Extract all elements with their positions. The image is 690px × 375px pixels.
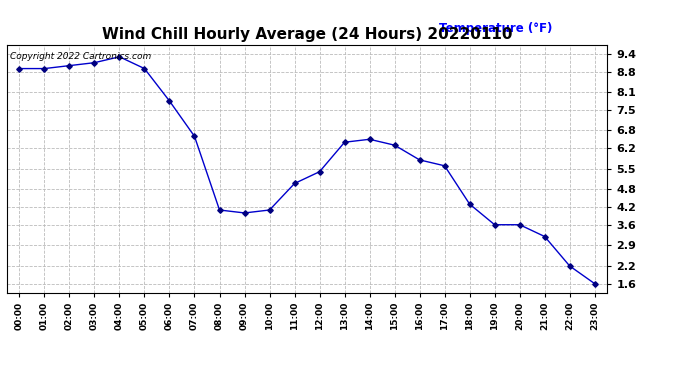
Text: Copyright 2022 Cartronics.com: Copyright 2022 Cartronics.com bbox=[10, 53, 151, 62]
Text: Temperature (°F): Temperature (°F) bbox=[439, 22, 553, 35]
Title: Wind Chill Hourly Average (24 Hours) 20220110: Wind Chill Hourly Average (24 Hours) 202… bbox=[102, 27, 512, 42]
